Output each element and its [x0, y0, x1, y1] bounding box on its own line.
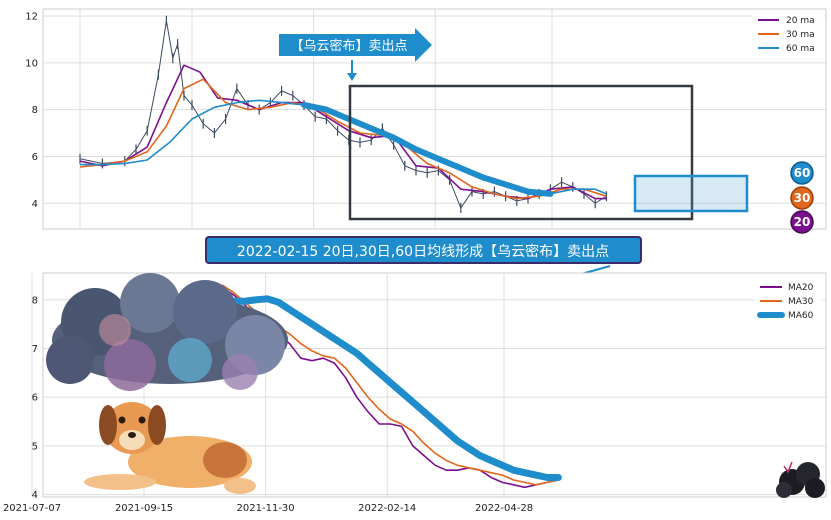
top-moving-averages: [79, 64, 607, 200]
badge-30: [790, 186, 814, 210]
bottom-panel: 4 5 6 7 8 2021-07-07 2021-09-15 2021-11-30 2022…: [3, 272, 827, 514]
legend-label-20ma: 20 ma: [786, 16, 815, 26]
bottom-x-axis: 2021-07-07 2021-09-15 2021-11-30 2022-02-14…: [3, 503, 533, 514]
crossover-region-box: [633, 174, 749, 213]
top-y-tick-label: 6: [32, 152, 38, 163]
callout-label: 【乌云密布】卖出点: [290, 38, 407, 54]
callout-pointer-head: [347, 73, 357, 81]
caption-banner: 2022-02-15 20日,30日,60日均线形成【乌云密布】卖出点: [205, 236, 642, 285]
bottom-y-tick-label: 6: [32, 393, 38, 404]
price-series: [79, 15, 608, 213]
top-y-axis: 4 6 8 10 12: [25, 12, 38, 210]
top-plot-area: [42, 8, 827, 230]
legend-label-60ma: 60 ma: [786, 44, 815, 54]
dog-back-paw: [224, 478, 256, 494]
legend-label-ma30: MA30: [788, 297, 814, 307]
cloud-puff-right: [173, 280, 237, 344]
badge-60: [790, 161, 814, 185]
bottom-line-ma60: [218, 295, 562, 481]
bottom-y-tick-label: 7: [32, 344, 38, 355]
bottom-y-tick-label: 4: [32, 490, 38, 501]
dog-muzzle: [119, 430, 145, 450]
bottom-x-tick-label: 2022-04-28: [475, 503, 533, 514]
price-line: [79, 20, 607, 209]
bottom-x-tick-label: 2021-11-30: [237, 503, 295, 514]
caption-text: 2022-02-15 20日,30日,60日均线形成【乌云密布】卖出点: [237, 243, 609, 260]
badge-20: [790, 210, 814, 234]
bottom-legend: MA20 MA30 MA60: [755, 279, 823, 325]
top-line-30ma: [79, 78, 607, 200]
bottom-y-tick-label: 5: [32, 441, 38, 452]
top-y-tick-label: 8: [32, 105, 38, 116]
caption-box: [205, 236, 642, 264]
cloud-puff-teal: [168, 338, 212, 382]
storm-cloud-icon: [776, 461, 825, 498]
dog-nose: [128, 432, 136, 438]
cloud-puff-pink: [99, 314, 131, 346]
top-y-tick-label: 4: [32, 199, 38, 210]
cloud-puff-top: [120, 273, 180, 333]
legend-label-ma20: MA20: [788, 283, 814, 293]
dog-illustration: [84, 402, 256, 494]
badge-60-label: 60: [794, 166, 811, 180]
cloud-puff-bottom-left: [46, 336, 94, 384]
top-legend: 20 ma 30 ma 60 ma: [752, 12, 824, 58]
top-y-tick-label: 12: [25, 12, 38, 23]
sell-point-callout: 【乌云密布】卖出点: [279, 28, 432, 81]
ma-badges: 60 30 20: [790, 161, 814, 234]
bottom-x-tick-label: 2022-02-14: [358, 503, 416, 514]
dog-ear-right: [148, 405, 166, 445]
callout-arrow-shape: [279, 28, 432, 62]
top-line-60ma-highlight: [301, 102, 554, 197]
cloud-puff-purple: [104, 339, 156, 391]
dog-front-paws: [84, 474, 156, 490]
dog-eye-left: [118, 416, 126, 424]
storm-spark-icon: [783, 461, 793, 474]
dog-ear-left: [99, 405, 117, 445]
bottom-x-tick-label: 2021-07-07: [3, 503, 61, 514]
badge-30-label: 30: [794, 191, 811, 205]
dog-head: [104, 402, 160, 454]
storm-cloud-puff-3: [805, 478, 825, 498]
legend-label-30ma: 30 ma: [786, 30, 815, 40]
badge-20-label: 20: [794, 215, 811, 229]
top-y-tick-label: 10: [25, 58, 38, 69]
dog-eye-right: [138, 416, 146, 424]
bottom-x-tick-label: 2021-09-15: [115, 503, 173, 514]
signal-region-box: [348, 84, 694, 221]
bottom-y-axis: 4 5 6 7 8: [32, 295, 38, 501]
bottom-y-tick-label: 8: [32, 295, 38, 306]
dark-cloud-illustration: [46, 273, 288, 391]
dog-spot: [203, 442, 247, 478]
legend-label-ma60: MA60: [788, 311, 814, 321]
top-gridlines: [43, 9, 826, 229]
cloud-puff-lilac: [222, 354, 258, 390]
top-panel: 4 6 8 10 12 【乌云密布】卖出点 20 ma 30 ma 60 ma 60: [25, 8, 827, 234]
storm-cloud-puff-4: [776, 482, 792, 498]
